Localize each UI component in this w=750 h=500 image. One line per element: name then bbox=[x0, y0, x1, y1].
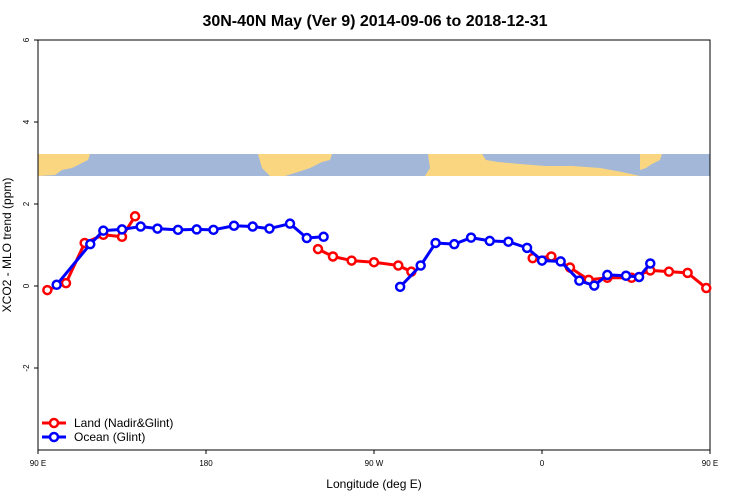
data-point bbox=[60, 277, 72, 289]
x-tick-label: 90 W bbox=[365, 459, 384, 468]
data-point bbox=[555, 256, 566, 267]
x-axis: 90 E 180 90 W 0 90 E bbox=[30, 450, 718, 468]
data-point bbox=[393, 260, 404, 271]
data-point bbox=[264, 223, 275, 234]
legend-label: Land (Nadir&Glint) bbox=[74, 416, 173, 430]
data-point bbox=[172, 224, 184, 236]
data-point bbox=[318, 231, 329, 243]
y-tick-label: 2 bbox=[22, 201, 31, 206]
data-point bbox=[503, 236, 514, 247]
data-point bbox=[415, 260, 426, 271]
series-line bbox=[55, 222, 324, 286]
data-point bbox=[602, 269, 613, 281]
data-point bbox=[85, 238, 96, 250]
data-point bbox=[284, 218, 296, 229]
data-point bbox=[152, 223, 163, 234]
land-asia-east bbox=[38, 154, 90, 176]
data-point bbox=[465, 232, 477, 243]
chart-title: 30N-40N May (Ver 9) 2014-09-06 to 2018-1… bbox=[202, 13, 547, 30]
x-tick-label: 90 E bbox=[30, 459, 46, 468]
x-tick-label: 0 bbox=[540, 459, 545, 468]
data-point bbox=[129, 211, 141, 222]
data-point bbox=[663, 266, 675, 277]
land-north-america bbox=[258, 154, 332, 176]
y-tick-label: 4 bbox=[22, 119, 31, 124]
data-point bbox=[327, 251, 339, 262]
x-axis-label: Longitude (deg E) bbox=[326, 477, 421, 491]
data-point bbox=[135, 221, 146, 232]
data-point bbox=[116, 224, 128, 235]
data-point bbox=[701, 282, 712, 294]
series-ocean bbox=[51, 218, 656, 293]
data-point bbox=[620, 270, 632, 281]
data-point bbox=[633, 271, 645, 283]
y-axis: -2 0 2 4 6 bbox=[22, 37, 38, 372]
legend-marker bbox=[48, 431, 60, 443]
x-tick-label: 180 bbox=[199, 459, 213, 468]
land-eurasia-africa bbox=[425, 154, 640, 176]
plot-area bbox=[37, 39, 711, 451]
data-point bbox=[682, 267, 693, 279]
y-axis-label: XCO2 - MLO trend (ppm) bbox=[0, 178, 14, 313]
data-point bbox=[42, 284, 53, 296]
map-strip bbox=[38, 154, 710, 176]
data-point bbox=[191, 224, 202, 235]
data-point bbox=[546, 251, 557, 262]
data-point bbox=[645, 258, 656, 269]
data-point bbox=[574, 275, 585, 286]
plot-frame bbox=[37, 39, 711, 451]
data-point bbox=[368, 256, 380, 268]
data-point bbox=[484, 235, 495, 247]
legend: Land (Nadir&Glint)Ocean (Glint) bbox=[42, 416, 173, 444]
y-tick-label: -2 bbox=[22, 364, 31, 372]
data-point bbox=[98, 225, 109, 236]
data-point bbox=[312, 243, 324, 255]
data-point bbox=[301, 232, 313, 244]
data-point bbox=[228, 220, 240, 231]
legend-marker bbox=[48, 417, 60, 429]
data-point bbox=[589, 280, 600, 291]
data-point bbox=[51, 279, 62, 291]
data-point bbox=[430, 237, 441, 249]
data-point bbox=[394, 281, 406, 293]
data-point bbox=[536, 255, 548, 266]
series-layer bbox=[42, 211, 712, 296]
y-tick-label: 0 bbox=[22, 283, 31, 288]
x-tick-label: 90 E bbox=[702, 459, 718, 468]
y-tick-label: 6 bbox=[22, 37, 31, 42]
data-point bbox=[208, 224, 219, 236]
land-asia-east-repeat bbox=[640, 154, 662, 170]
data-point bbox=[346, 255, 357, 266]
legend-label: Ocean (Glint) bbox=[74, 430, 145, 444]
series-line bbox=[399, 236, 652, 288]
data-point bbox=[247, 221, 258, 232]
map-strip-land bbox=[38, 154, 662, 176]
data-point bbox=[521, 242, 533, 254]
data-point bbox=[449, 238, 460, 250]
